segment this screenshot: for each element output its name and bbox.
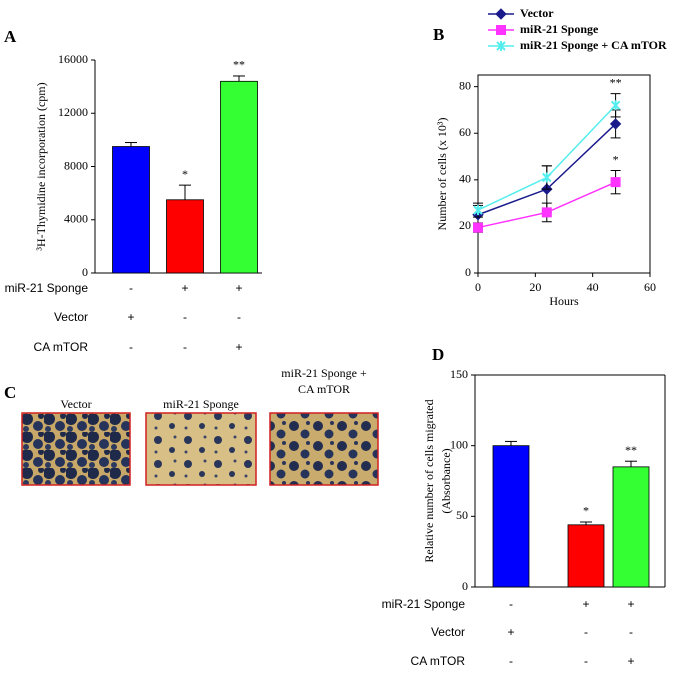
image-caption: miR-21 Sponge + xyxy=(281,366,367,380)
row-sign: - xyxy=(183,310,187,324)
panel-letter: B xyxy=(433,25,444,44)
row-sign: + xyxy=(507,625,514,639)
y-tick-label: 0 xyxy=(465,265,471,279)
panel-letter: A xyxy=(4,27,17,46)
y-tick-label: 4000 xyxy=(64,212,88,226)
bar xyxy=(567,524,605,588)
row-sign: + xyxy=(627,654,634,668)
x-axis-title: Hours xyxy=(549,294,579,308)
bar xyxy=(612,466,650,588)
y-tick-label: 12000 xyxy=(58,105,88,119)
y-tick-label: 40 xyxy=(459,172,471,186)
row-sign: - xyxy=(237,310,241,324)
y-axis-title: Number of cells (x 10³) xyxy=(435,118,449,231)
micrograph xyxy=(145,412,257,486)
row-sign: + xyxy=(582,597,589,611)
row-sign: + xyxy=(235,281,242,295)
y-axis-title: Relative number of cells migrated xyxy=(422,399,436,562)
panel-letter: D xyxy=(432,345,444,364)
y-tick-label: 80 xyxy=(459,78,471,92)
y-axis-title: (Absorbance) xyxy=(439,448,453,513)
marker xyxy=(610,100,621,111)
y-tick-label: 100 xyxy=(450,437,468,451)
row-sign: - xyxy=(584,654,588,668)
plot-frame xyxy=(477,74,651,274)
marker xyxy=(610,177,621,188)
y-tick-label: 60 xyxy=(459,125,471,139)
x-tick-label: 20 xyxy=(529,280,541,294)
row-label: CA mTOR xyxy=(411,654,466,668)
y-tick-label: 150 xyxy=(450,367,468,381)
y-tick-label: 8000 xyxy=(64,158,88,172)
marker xyxy=(495,8,507,20)
image-caption: miR-21 Sponge xyxy=(163,397,239,411)
x-tick-label: 0 xyxy=(475,280,481,294)
legend-label: miR-21 Sponge + CA mTOR xyxy=(520,38,667,52)
row-label: miR-21 Sponge xyxy=(382,597,466,611)
row-sign: - xyxy=(509,654,513,668)
y-tick-label: 50 xyxy=(456,508,468,522)
annotation: * xyxy=(613,152,619,166)
marker xyxy=(541,207,552,218)
legend-label: Vector xyxy=(520,6,554,20)
row-label: Vector xyxy=(54,310,88,324)
bar xyxy=(112,146,150,274)
image-caption: Vector xyxy=(60,397,91,411)
annotation: ** xyxy=(233,58,245,72)
image-caption: CA mTOR xyxy=(298,382,350,396)
y-axis-title: ³H-Thymidine incorporation (cpm) xyxy=(34,82,48,250)
annotation: ** xyxy=(610,75,622,89)
row-sign: - xyxy=(509,597,513,611)
bar xyxy=(492,445,530,588)
marker xyxy=(542,172,552,183)
annotation: ** xyxy=(625,443,637,457)
marker xyxy=(609,118,622,130)
row-sign: + xyxy=(181,281,188,295)
marker xyxy=(473,222,483,233)
row-label: CA mTOR xyxy=(34,340,89,354)
y-tick-label: 16000 xyxy=(58,52,88,66)
row-sign: - xyxy=(129,281,133,295)
row-sign: + xyxy=(627,597,634,611)
annotation: * xyxy=(583,504,589,518)
bar xyxy=(220,80,258,274)
row-label: miR-21 Sponge xyxy=(5,281,89,295)
marker xyxy=(473,205,483,216)
annotation: * xyxy=(182,167,188,181)
legend-label: miR-21 Sponge xyxy=(520,22,599,36)
y-tick-label: 0 xyxy=(462,579,468,593)
row-sign: + xyxy=(127,310,134,324)
row-sign: - xyxy=(584,625,588,639)
marker xyxy=(496,25,506,35)
panel-c: C Vector miR-21 Sponge miR-21 Sponge + C… xyxy=(4,366,379,486)
y-tick-label: 20 xyxy=(459,218,471,232)
panel-letter: C xyxy=(4,383,16,402)
row-sign: + xyxy=(235,340,242,354)
y-tick-label: 0 xyxy=(82,265,88,279)
legend: Vector miR-21 Sponge miR-21 Sponge + CA mT… xyxy=(488,6,667,52)
micrograph xyxy=(21,412,131,486)
marker xyxy=(496,41,506,51)
x-tick-label: 40 xyxy=(587,280,599,294)
row-sign: - xyxy=(129,340,133,354)
bar xyxy=(166,199,204,274)
micrograph xyxy=(269,412,379,486)
x-tick-label: 60 xyxy=(644,280,656,294)
row-sign: - xyxy=(183,340,187,354)
row-sign: - xyxy=(629,625,633,639)
row-label: Vector xyxy=(431,625,465,639)
